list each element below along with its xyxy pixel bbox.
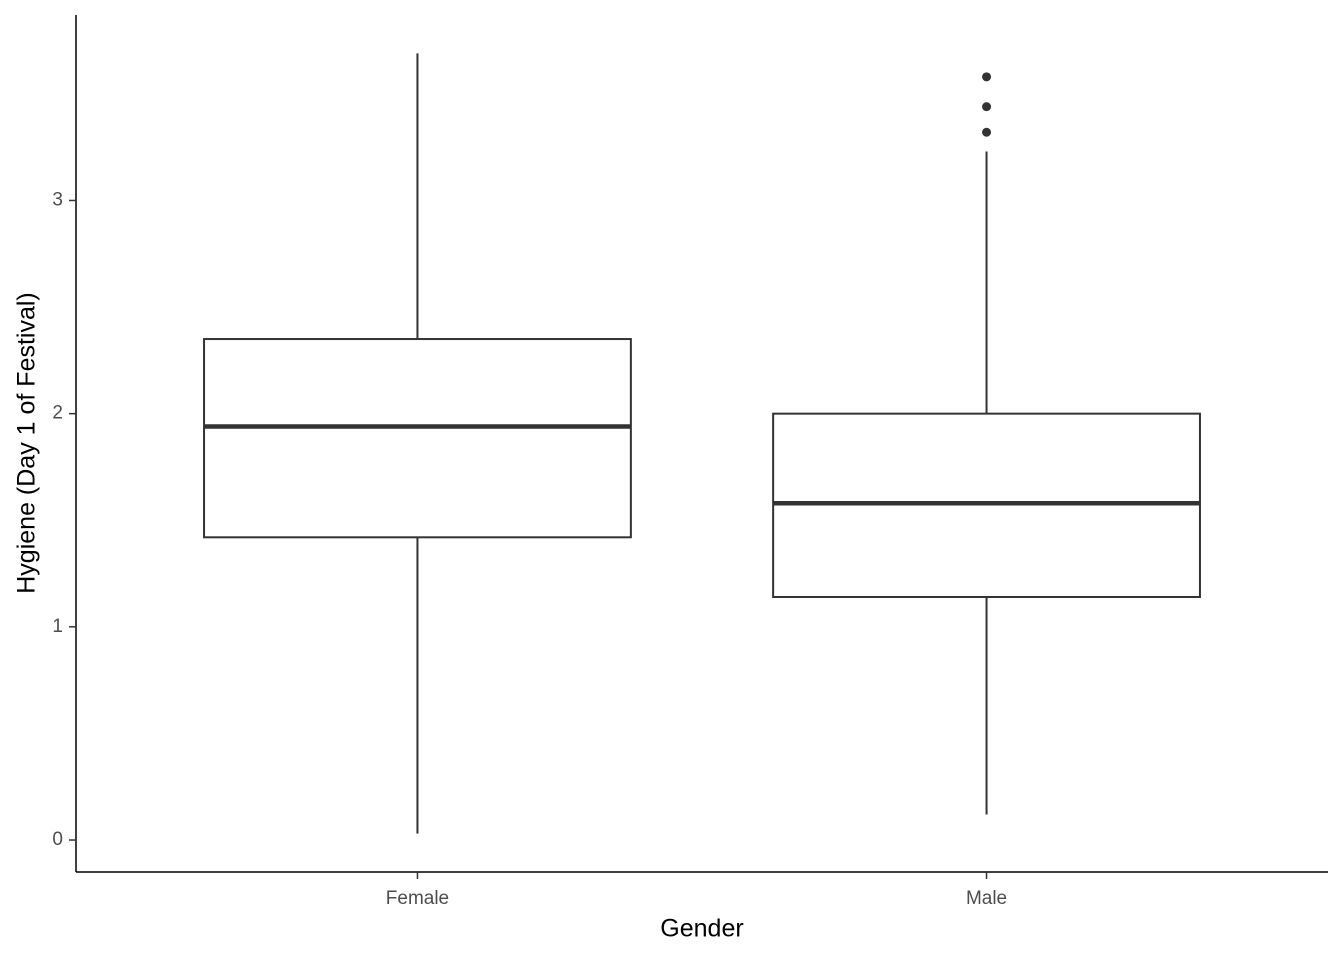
outlier xyxy=(982,102,992,112)
x-axis-title: Gender xyxy=(660,915,743,943)
y-tick-label: 2 xyxy=(52,403,63,424)
y-tick-label: 1 xyxy=(52,616,63,637)
y-tick-label: 0 xyxy=(52,829,63,850)
y-tick-label: 3 xyxy=(52,189,63,210)
y-axis-title: Hygiene (Day 1 of Festival) xyxy=(13,292,41,594)
outlier xyxy=(982,127,992,137)
outlier xyxy=(982,72,992,82)
x-tick-label: Male xyxy=(966,888,1007,909)
x-tick-label: Female xyxy=(386,888,449,909)
box xyxy=(203,338,632,539)
